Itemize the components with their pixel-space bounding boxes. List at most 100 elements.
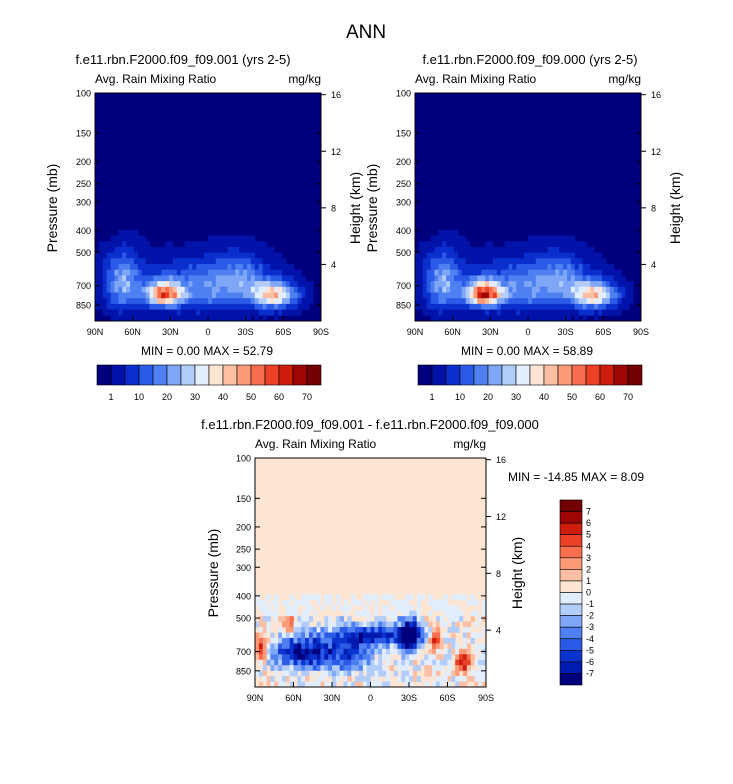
heatmap-cell bbox=[235, 303, 240, 310]
heatmap-cell bbox=[598, 298, 603, 305]
y-tick-label: 250 bbox=[396, 179, 411, 189]
heatmap-cell bbox=[422, 286, 428, 293]
heatmap-cell bbox=[196, 309, 201, 316]
heatmap-cell bbox=[531, 292, 537, 299]
heatmap-cell bbox=[305, 681, 310, 688]
heatmap-cell bbox=[274, 275, 279, 282]
heatmap-cell bbox=[215, 315, 221, 322]
heatmap-cell bbox=[489, 252, 494, 259]
heatmap-cell bbox=[235, 286, 240, 293]
heatmap-cell bbox=[617, 286, 622, 293]
heatmap-cell bbox=[366, 627, 371, 633]
heatmap-cell bbox=[358, 637, 364, 644]
heatmap-cell bbox=[293, 281, 299, 288]
heatmap-cell bbox=[389, 599, 394, 606]
heatmap-cell bbox=[418, 275, 424, 282]
heatmap-cell bbox=[266, 303, 271, 310]
heatmap-cell bbox=[512, 246, 517, 253]
heatmap-cell bbox=[559, 269, 564, 276]
heatmap-cell bbox=[114, 292, 119, 299]
heatmap-cell bbox=[382, 637, 387, 644]
heatmap-cell bbox=[172, 275, 178, 282]
heatmap-cell bbox=[559, 286, 564, 293]
heatmap-cell bbox=[504, 241, 509, 248]
heatmap-cell bbox=[477, 264, 482, 271]
heatmap-cell bbox=[385, 654, 391, 661]
heatmap-cell bbox=[343, 599, 348, 606]
heatmap-cell bbox=[305, 621, 310, 628]
heatmap-cell bbox=[285, 676, 291, 682]
heatmap-cell bbox=[478, 665, 483, 672]
heatmap-cell bbox=[432, 648, 437, 655]
heatmap-cell bbox=[426, 281, 431, 288]
heatmap-cell bbox=[110, 264, 115, 271]
heatmap-cell bbox=[320, 632, 325, 639]
heatmap-cell bbox=[145, 292, 150, 299]
heatmap-cell bbox=[492, 258, 498, 265]
heatmap-cell bbox=[243, 303, 248, 310]
heatmap-cell bbox=[582, 241, 587, 248]
heatmap-cell bbox=[473, 298, 478, 305]
heatmap-cell bbox=[578, 252, 583, 259]
heatmap-cell bbox=[409, 616, 414, 622]
heatmap-cell bbox=[180, 286, 186, 293]
heatmap-cell bbox=[95, 281, 100, 288]
heatmap-cell bbox=[270, 252, 275, 259]
heatmap-cell bbox=[473, 246, 478, 253]
heatmap-cell bbox=[180, 269, 186, 276]
heatmap-cell bbox=[551, 258, 556, 265]
heatmap-cell bbox=[434, 275, 439, 282]
heatmap-cell bbox=[223, 264, 228, 271]
heatmap-cell bbox=[594, 303, 599, 310]
heatmap-cell bbox=[335, 654, 341, 661]
heatmap-cell bbox=[335, 621, 341, 628]
heatmap-cell bbox=[574, 303, 580, 310]
heatmap-cell bbox=[301, 681, 306, 688]
heatmap-cell bbox=[110, 303, 115, 310]
heatmap-cell bbox=[485, 303, 490, 310]
heatmap-cell bbox=[442, 281, 447, 288]
heatmap-cell bbox=[231, 264, 236, 271]
heatmap-cell bbox=[393, 610, 398, 617]
heatmap-cell bbox=[305, 286, 310, 293]
heatmap-cell bbox=[442, 264, 447, 271]
heatmap-cell bbox=[453, 281, 459, 288]
heatmap-cell bbox=[366, 670, 371, 677]
heatmap-cell bbox=[629, 281, 634, 288]
heatmap-cell bbox=[482, 681, 487, 688]
heatmap-cell bbox=[157, 298, 162, 305]
heatmap-cell bbox=[535, 264, 541, 271]
heatmap-cell bbox=[434, 281, 439, 288]
heatmap-cell bbox=[95, 303, 100, 310]
heatmap-cell bbox=[188, 292, 193, 299]
heatmap-cell bbox=[211, 246, 217, 253]
heatmap-cell bbox=[316, 632, 321, 639]
heatmap-cell bbox=[110, 298, 115, 305]
heatmap-cell bbox=[297, 632, 302, 639]
heatmap-cell bbox=[374, 659, 379, 666]
heatmap-cell bbox=[370, 648, 375, 655]
heatmap-cell bbox=[535, 235, 541, 242]
heatmap-cell bbox=[447, 681, 452, 688]
heatmap-cell bbox=[305, 632, 310, 639]
heatmap-cell bbox=[161, 315, 166, 322]
colorbar-box bbox=[292, 364, 308, 386]
heatmap-cell bbox=[301, 637, 306, 644]
heatmap-cell bbox=[389, 627, 394, 633]
heatmap-cell bbox=[102, 292, 108, 299]
heatmap-cell bbox=[609, 292, 615, 299]
y-tick-label: 150 bbox=[396, 129, 411, 139]
heatmap-cell bbox=[470, 676, 475, 682]
heatmap-cell bbox=[466, 621, 471, 628]
heatmap-cell bbox=[617, 303, 622, 310]
heatmap-cell bbox=[285, 298, 291, 305]
heatmap-cell bbox=[270, 269, 275, 276]
heatmap-cell bbox=[539, 275, 544, 282]
heatmap-cell bbox=[520, 258, 525, 265]
heatmap-cell bbox=[133, 264, 139, 271]
heatmap-cell bbox=[262, 627, 267, 633]
heatmap-cell bbox=[130, 281, 135, 288]
heatmap-cell bbox=[289, 665, 294, 672]
heatmap-cell bbox=[422, 252, 428, 259]
heatmap-cell bbox=[416, 676, 421, 682]
